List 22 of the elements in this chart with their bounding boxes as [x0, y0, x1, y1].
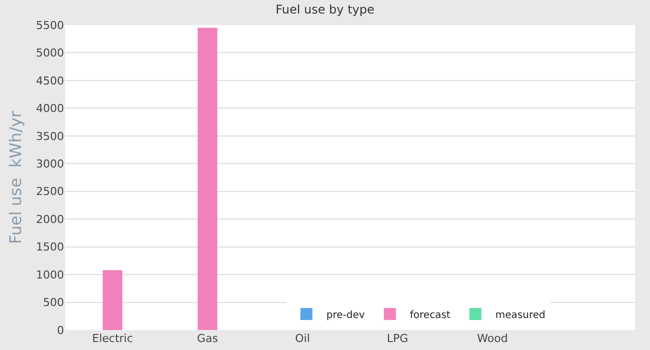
y-tick-label: 4500 — [36, 74, 64, 88]
x-tick-label: Electric — [92, 332, 133, 345]
legend-label: forecast — [410, 310, 450, 321]
y-tick-label: 500 — [43, 296, 64, 310]
legend-label: measured — [495, 310, 546, 321]
y-tick-label: 0 — [57, 324, 64, 337]
y-tick-label: 1000 — [36, 268, 64, 282]
x-tick-label: Oil — [295, 332, 310, 345]
y-tick-label: 5500 — [36, 18, 64, 32]
x-tick-label: Wood — [477, 332, 508, 345]
y-tick-label: 3500 — [36, 130, 64, 143]
legend-label: pre-dev — [326, 310, 365, 321]
y-tick-label: 3000 — [36, 157, 64, 170]
x-tick-label: LPG — [386, 332, 408, 345]
y-tick-label: 5000 — [36, 46, 64, 60]
x-tick-label: Gas — [197, 332, 218, 345]
y-axis-title: Fuel use kWh/yr — [6, 110, 25, 244]
y-tick-label: 4000 — [36, 102, 64, 116]
y-tick-label: 2000 — [36, 212, 64, 226]
y-tick-label: 2500 — [36, 185, 64, 198]
y-tick-label: 1500 — [36, 240, 64, 254]
chart-title: Fuel use by type — [276, 2, 374, 17]
